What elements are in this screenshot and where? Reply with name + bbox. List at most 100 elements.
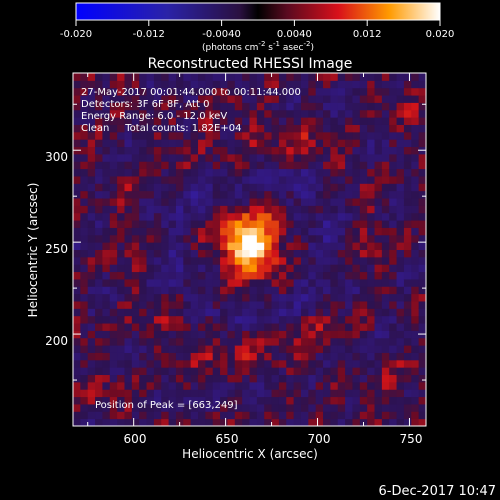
heatmap-cell (205, 175, 214, 184)
heatmap-cell (212, 153, 221, 162)
heatmap-cell (271, 352, 280, 361)
heatmap-cell (175, 161, 184, 170)
heatmap-cell (220, 278, 228, 287)
heatmap-cell (403, 345, 412, 353)
heatmap-cell (124, 359, 133, 368)
heatmap-cell (146, 411, 155, 420)
heatmap-cell (293, 87, 302, 96)
heatmap-cell (411, 315, 420, 324)
heatmap-cell (146, 80, 155, 89)
heatmap-cell (220, 175, 228, 184)
heatmap-cell (300, 389, 309, 398)
heatmap-cell (374, 278, 383, 287)
colorbar: -0.020 -0.012 -0.0040 0.0040 0.012 0.020… (60, 2, 454, 53)
heatmap-cell (308, 411, 317, 420)
heatmap-cell (359, 403, 368, 412)
heatmap-cell (264, 374, 273, 383)
heatmap-cell (183, 139, 192, 148)
heatmap-cell (87, 396, 96, 405)
heatmap-cell (374, 73, 383, 81)
heatmap-cell (278, 403, 287, 412)
heatmap-cell (389, 227, 398, 236)
heatmap-cell (168, 212, 177, 221)
heatmap-cell (242, 418, 250, 426)
heatmap-cell (205, 374, 214, 383)
heatmap-cell (389, 256, 398, 265)
heatmap-cell (102, 389, 111, 398)
heatmap-cell (337, 278, 346, 287)
heatmap-cell (293, 190, 302, 199)
heatmap-cell (190, 389, 199, 398)
heatmap-cell (396, 359, 405, 368)
heatmap-cell (73, 234, 81, 243)
heatmap-cell (286, 131, 295, 140)
detectors-info: Detectors: 3F 6F 8F, Att 0 (81, 99, 209, 110)
heatmap-cell (117, 139, 125, 148)
heatmap-cell (109, 367, 118, 376)
heatmap-cell (286, 161, 295, 170)
heatmap-cell (227, 264, 236, 273)
heatmap-cell (102, 102, 111, 111)
heatmap-cell (139, 102, 148, 111)
heatmap-cell (264, 198, 273, 206)
heatmap-cell (367, 198, 376, 206)
heatmap-cell (117, 381, 125, 390)
heatmap-cell (80, 249, 89, 258)
heatmap-cell (212, 146, 221, 155)
heatmap-cell (87, 293, 96, 302)
heatmap-cell (286, 139, 295, 148)
heatmap-cell (293, 205, 302, 214)
heatmap-cell (117, 278, 125, 287)
heatmap-cell (95, 300, 103, 309)
heatmap-cell (95, 227, 103, 236)
colorbar-tick-label: -0.012 (133, 29, 165, 40)
heatmap-cell (293, 131, 302, 140)
heatmap-cell (242, 337, 250, 346)
heatmap-cell (212, 95, 221, 103)
heatmap-cell (198, 102, 206, 111)
heatmap-cell (109, 345, 118, 353)
heatmap-cell (190, 153, 199, 162)
heatmap-cell (278, 175, 287, 184)
heatmap-cell (403, 146, 412, 155)
heatmap-cell (131, 345, 140, 353)
heatmap-cell (153, 330, 162, 339)
heatmap-cell (389, 359, 398, 368)
heatmap-cell (168, 271, 177, 280)
heatmap-cell (249, 183, 258, 192)
heatmap-cell (168, 256, 177, 265)
heatmap-cell (330, 345, 339, 353)
heatmap-cell (234, 168, 243, 177)
heatmap-cell (367, 381, 376, 390)
heatmap-cell (367, 256, 376, 265)
heatmap-cell (73, 183, 81, 192)
heatmap-cell (161, 374, 170, 383)
heatmap-cell (389, 278, 398, 287)
heatmap-cell (87, 264, 96, 273)
heatmap-cell (278, 330, 287, 339)
heatmap-cell (264, 227, 273, 236)
heatmap-cell (139, 418, 148, 426)
colorbar-tick-label: 0.0040 (277, 29, 312, 40)
heatmap-cell (308, 220, 317, 228)
heatmap-cell (330, 146, 339, 155)
heatmap-cell (374, 212, 383, 221)
heatmap-cell (323, 183, 331, 192)
heatmap-cell (345, 87, 353, 96)
heatmap-cell (381, 381, 390, 390)
heatmap-cell (139, 198, 148, 206)
heatmap-cell (323, 124, 331, 133)
heatmap-cell (102, 278, 111, 287)
heatmap-cell (131, 337, 140, 346)
heatmap-cell (161, 389, 170, 398)
heatmap-cell (345, 278, 353, 287)
heatmap-cell (102, 153, 111, 162)
heatmap-cell (293, 323, 302, 331)
heatmap-cell (315, 146, 324, 155)
heatmap-cell (102, 300, 111, 309)
heatmap-cell (418, 403, 426, 412)
heatmap-cell (418, 87, 426, 96)
heatmap-cell (168, 359, 177, 368)
heatmap-cell (345, 242, 353, 250)
heatmap-cell (256, 337, 265, 346)
